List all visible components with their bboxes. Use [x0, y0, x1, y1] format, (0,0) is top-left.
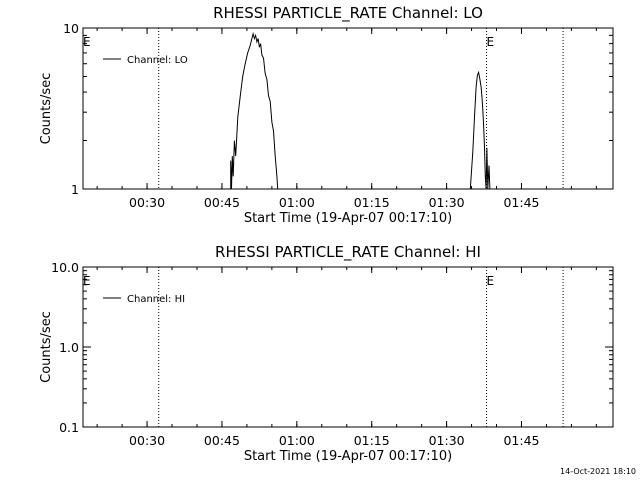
edge-marker-label: E	[83, 274, 91, 288]
y-tick-label: 10	[63, 21, 79, 36]
y-axis-label: Counts/sec	[39, 73, 54, 145]
plot-frame	[82, 27, 614, 190]
x-tick-label: 01:15	[354, 195, 390, 210]
time-marker-label: E	[487, 274, 495, 288]
series-line	[469, 70, 491, 190]
series-line	[230, 31, 279, 190]
x-tick-label: 01:00	[279, 433, 315, 448]
legend-label: Channel: LO	[127, 55, 188, 66]
x-tick-label: 01:00	[279, 195, 315, 210]
chart-title: RHESSI PARTICLE_RATE Channel: HI	[215, 243, 481, 262]
y-tick-label: 0.1	[59, 420, 79, 435]
panel-lo: RHESSI PARTICLE_RATE Channel: LO 00:30 00:…	[39, 4, 614, 226]
y-tick-label: 10.0	[51, 260, 79, 275]
panel-hi: RHESSI PARTICLE_RATE Channel: HI 00:30 00:…	[39, 243, 614, 464]
x-tick-label: 01:15	[354, 433, 390, 448]
edge-marker-label: E	[83, 35, 91, 49]
x-tick-label: 01:45	[503, 433, 539, 448]
chart-title: RHESSI PARTICLE_RATE Channel: LO	[213, 4, 483, 23]
x-tick-label: 00:45	[204, 433, 240, 448]
x-axis-label: Start Time (19-Apr-07 00:17:10)	[244, 211, 452, 226]
x-tick-label: 01:45	[503, 195, 539, 210]
x-axis-label: Start Time (19-Apr-07 00:17:10)	[244, 449, 452, 464]
x-tick-label: 01:30	[429, 433, 465, 448]
plot-timestamp: 14-Oct-2021 18:10	[560, 467, 636, 476]
y-tick-label: 1.0	[59, 340, 79, 355]
plot-frame	[82, 266, 614, 428]
x-tick-label: 00:30	[129, 433, 165, 448]
legend-label: Channel: HI	[127, 294, 185, 305]
x-tick-label: 00:45	[204, 195, 240, 210]
x-tick-label: 00:30	[129, 195, 165, 210]
y-axis-label: Counts/sec	[39, 311, 54, 383]
time-marker-label: E	[487, 35, 495, 49]
y-tick-label: 1	[71, 182, 79, 197]
x-tick-label: 01:30	[429, 195, 465, 210]
